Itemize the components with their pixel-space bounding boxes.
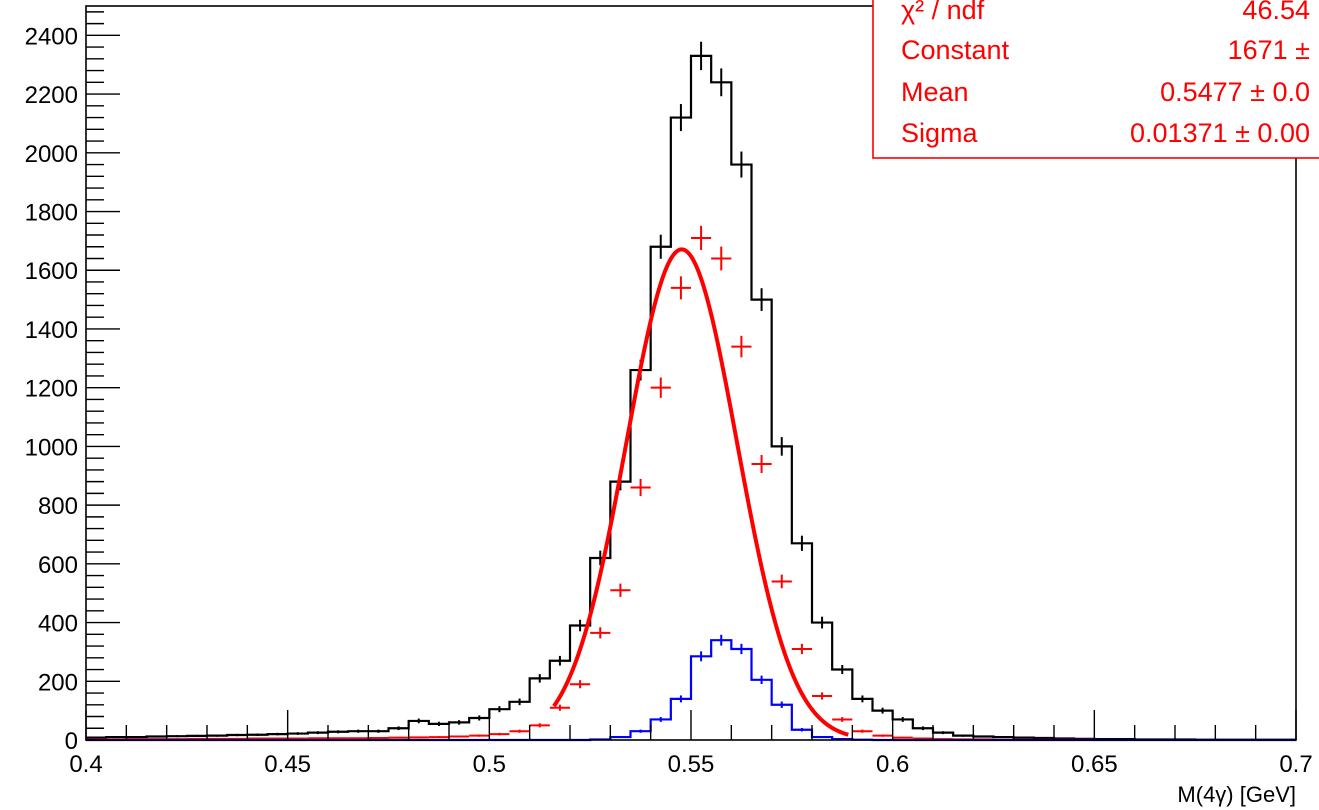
y-tick-label: 200 <box>38 669 78 696</box>
stats-value-sigma: 0.01371 ± 0.00 <box>1130 118 1310 148</box>
x-tick-label: 0.7 <box>1279 751 1312 778</box>
x-tick-label: 0.6 <box>876 751 909 778</box>
y-tick-label: 800 <box>38 493 78 520</box>
x-tick-label: 0.45 <box>264 751 311 778</box>
y-tick-label: 0 <box>65 728 78 755</box>
x-axis: 0.4 0.45 0.5 0.55 0.6 0.65 0.7 <box>69 710 1313 778</box>
y-tick-label: 400 <box>38 611 78 638</box>
y-tick-label: 1600 <box>25 258 78 285</box>
x-tick-label: 0.4 <box>69 751 102 778</box>
stats-box-frame <box>872 0 1319 159</box>
stats-value-constant: 1671 ± <box>1228 35 1310 65</box>
x-tick-label: 0.65 <box>1071 751 1118 778</box>
stats-box: χ² / ndf 46.54 Constant 1671 ± Mean 0.54… <box>872 0 1319 159</box>
y-tick-label: 1000 <box>25 434 78 461</box>
x-tick-label: 0.55 <box>668 751 715 778</box>
stats-label-mean: Mean <box>901 77 969 107</box>
y-tick-label: 1200 <box>25 376 78 403</box>
y-tick-label: 2000 <box>25 141 78 168</box>
x-axis-title: M(4γ) [GeV] <box>1177 782 1296 807</box>
stats-label-chi2: χ² / ndf <box>901 0 985 25</box>
y-tick-label: 2400 <box>25 23 78 50</box>
y-tick-label: 2200 <box>25 82 78 109</box>
stats-value-mean: 0.5477 ± 0.0 <box>1160 77 1310 107</box>
series-3 <box>552 247 849 737</box>
y-axis: 0 200 400 600 800 1000 1200 1400 1600 1800 2000 220… <box>25 11 120 755</box>
gaussian-fit-curve <box>552 247 849 737</box>
stats-label-sigma: Sigma <box>901 118 979 148</box>
stats-value-chi2: 46.54 <box>1242 0 1310 25</box>
y-tick-label: 600 <box>38 552 78 579</box>
stats-label-constant: Constant <box>901 35 1010 65</box>
x-tick-label: 0.5 <box>473 751 506 778</box>
y-tick-label: 1400 <box>25 317 78 344</box>
y-tick-label: 1800 <box>25 200 78 227</box>
